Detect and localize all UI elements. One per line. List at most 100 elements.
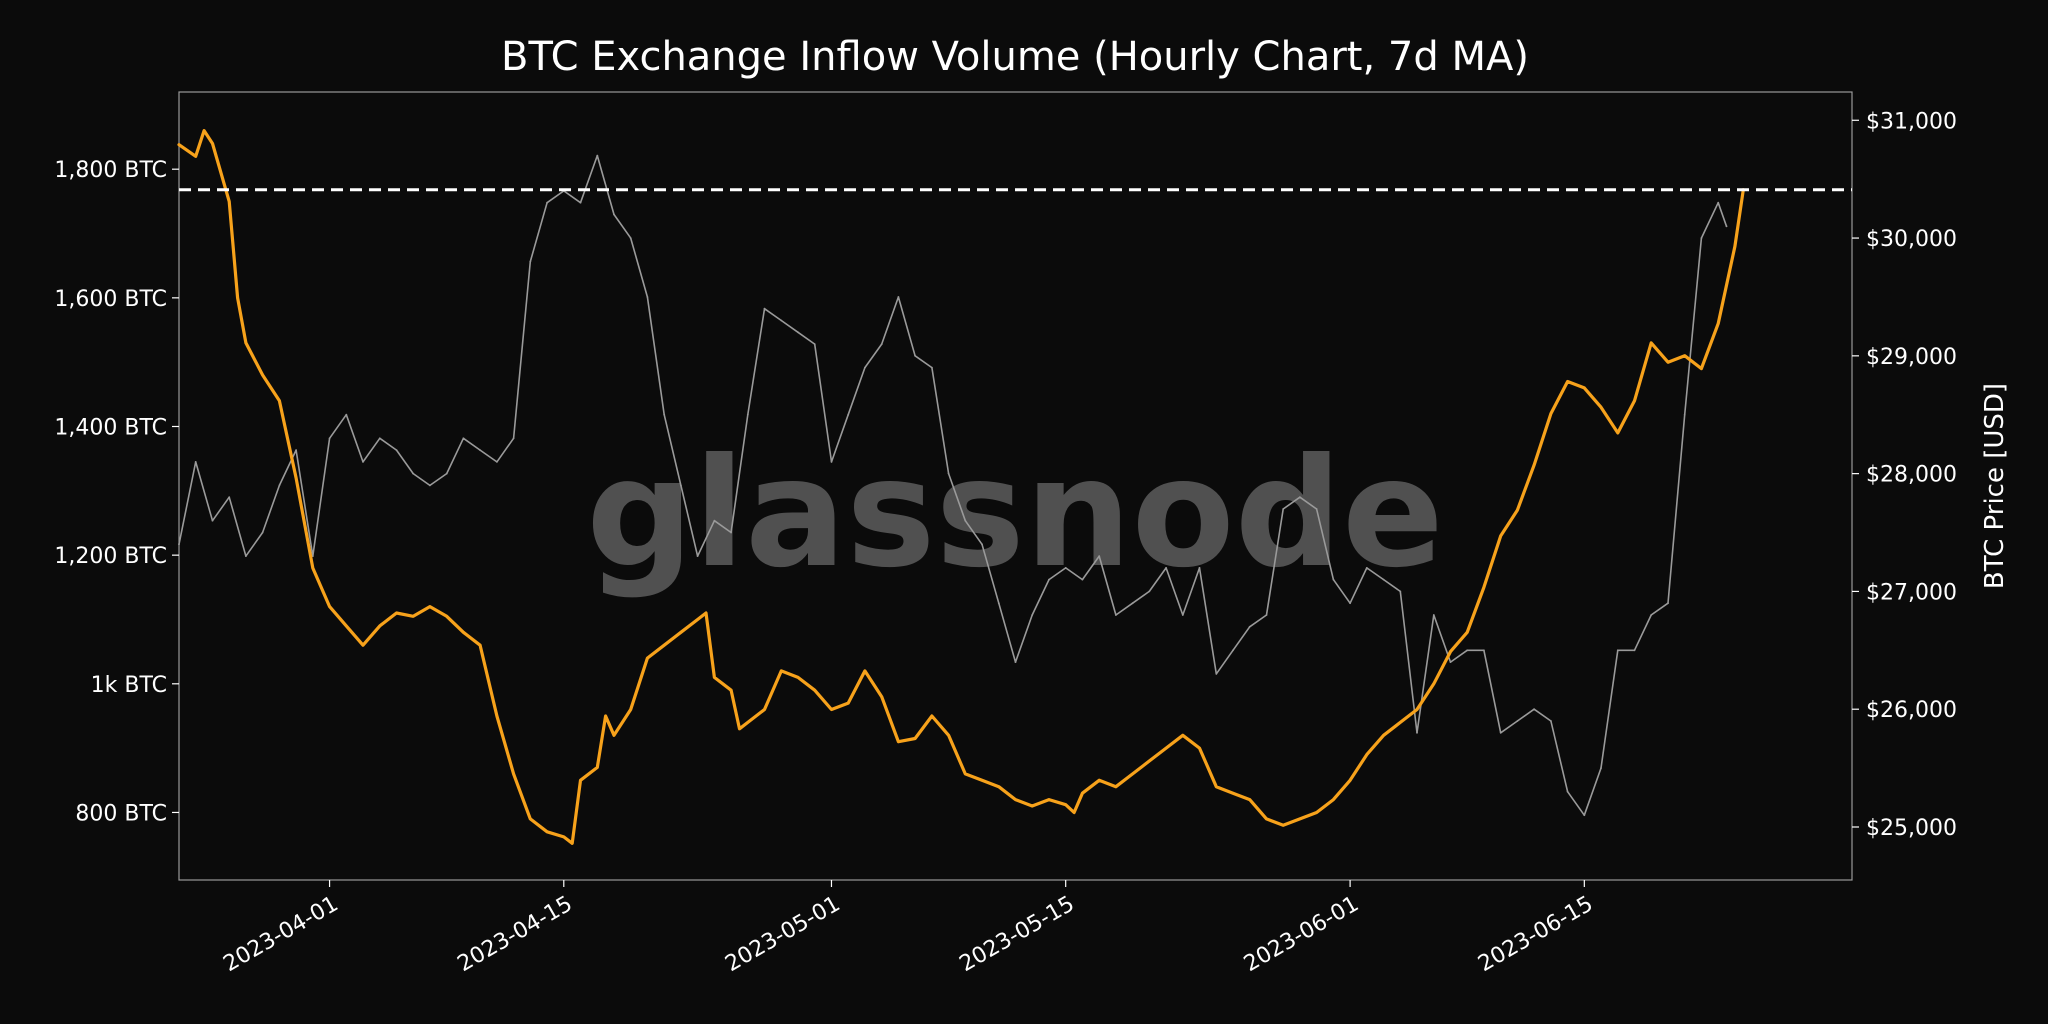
inflow_7d_ma-point-27 <box>579 779 582 782</box>
inflow_7d_ma-point-0 <box>178 143 180 146</box>
inflow_7d_ma-point-38 <box>730 689 732 692</box>
left-y-axis: 800 BTC 1k BTC 1,200 BTC 1,400 BTC 1,600 BTC… <box>54 158 179 826</box>
btc_price-point-14 <box>412 472 415 475</box>
btc_price-point-31 <box>696 555 699 557</box>
right-tick-label-0: $25,000 <box>1866 816 1957 841</box>
inflow_7d_ma-point-95 <box>1650 342 1653 344</box>
btc_price-point-54 <box>1081 578 1084 581</box>
btc_price-point-90 <box>1683 413 1686 416</box>
inflow_7d_ma-point-75 <box>1315 811 1318 814</box>
btc_price-point-83 <box>1566 790 1569 793</box>
inflow_7d_ma-point-46 <box>847 702 850 704</box>
inflow_7d_ma-point-94 <box>1633 399 1636 402</box>
btc_price-point-6 <box>278 484 281 487</box>
btc_price-point-4 <box>245 555 247 557</box>
inflow_7d_ma-point-6 <box>245 342 247 344</box>
inflow_7d_ma-point-37 <box>713 676 716 679</box>
inflow_7d_ma-point-21 <box>496 715 498 717</box>
btc_price-point-9 <box>328 437 331 440</box>
inflow_7d_ma-point-48 <box>880 695 883 698</box>
inflow_7d_ma-point-32 <box>646 657 649 659</box>
btc_price-point-53 <box>1064 567 1067 569</box>
right-y-axis: $25,000 $26,000 $27,000 $28,000 $29,000 $30,0… <box>1852 109 1957 841</box>
inflow_7d_ma-point-3 <box>211 142 214 145</box>
btc_price-point-91 <box>1700 237 1703 240</box>
inflow_7d_ma-point-23 <box>529 818 532 820</box>
inflow_7d_ma-point-60 <box>1073 811 1075 814</box>
btc_price-point-24 <box>579 201 582 204</box>
inflow_7d_ma-point-88 <box>1533 464 1535 466</box>
inflow_7d_ma-point-5 <box>236 296 239 299</box>
inflow_7d_ma-point-24 <box>546 830 548 833</box>
btc_price-point-55 <box>1098 555 1101 557</box>
inflow_7d_ma-point-96 <box>1667 361 1669 364</box>
btc_price-point-84 <box>1583 814 1586 817</box>
btc_price-point-27 <box>629 237 632 240</box>
btc_price-point-73 <box>1399 590 1402 593</box>
inflow_7d_ma-point-12 <box>345 625 348 627</box>
btc_price-point-15 <box>429 484 431 487</box>
inflow_7d_ma-point-36 <box>705 612 707 614</box>
left-tick-label-0: 800 BTC <box>75 801 167 826</box>
btc_price-point-13 <box>395 449 398 451</box>
btc_price-point-5 <box>261 531 264 534</box>
inflow_7d_ma-point-18 <box>445 615 448 618</box>
inflow_7d_ma-point-40 <box>746 721 749 724</box>
btc_price-point-47 <box>964 519 967 522</box>
inflow_7d_ma-point-45 <box>830 708 833 711</box>
inflow_7d_ma-point-42 <box>780 670 783 672</box>
inflow_7d_ma-point-28 <box>596 766 599 769</box>
inflow_7d_ma-point-17 <box>429 605 431 608</box>
btc_price-point-49 <box>997 602 1000 605</box>
inflow_7d_ma-point-99 <box>1717 322 1720 325</box>
inflow_7d_ma-point-63 <box>1115 785 1117 788</box>
inflow_7d_ma-point-47 <box>864 670 866 672</box>
btc_price-point-75 <box>1432 614 1435 616</box>
inflow_7d_ma-point-55 <box>997 785 1000 788</box>
left-tick-label-3: 1,400 BTC <box>54 415 167 440</box>
btc_price-point-25 <box>596 154 599 157</box>
btc_price-point-1 <box>194 461 197 463</box>
inflow_7d_ma-point-2 <box>203 129 206 132</box>
inflow_7d_ma-point-15 <box>395 612 398 614</box>
btc_price-point-67 <box>1299 496 1301 499</box>
btc_price-point-20 <box>512 437 515 440</box>
inflow_7d_ma-point-98 <box>1700 367 1703 370</box>
btc_price-point-45 <box>931 366 933 369</box>
inflow_7d_ma-point-51 <box>931 715 933 717</box>
inflow_7d_ma-point-81 <box>1416 708 1418 711</box>
inflow_7d_ma-point-39 <box>738 727 741 730</box>
btc_price-point-86 <box>1616 649 1619 652</box>
inflow_7d_ma-point-79 <box>1382 734 1385 737</box>
inflow_7d_ma-point-53 <box>964 773 967 775</box>
btc_price-point-80 <box>1516 720 1519 722</box>
btc_price-point-35 <box>763 307 766 310</box>
btc_price-point-93 <box>1725 225 1728 228</box>
btc_price-point-2 <box>211 519 214 522</box>
btc_price-point-34 <box>746 413 749 416</box>
btc_price-point-44 <box>914 354 916 357</box>
right-tick-label-1: $26,000 <box>1866 698 1957 723</box>
btc_price-point-72 <box>1382 578 1385 581</box>
btc_price-point-0 <box>178 543 180 546</box>
inflow_7d_ma-point-13 <box>362 644 364 647</box>
inflow_7d_ma-point-78 <box>1365 753 1368 756</box>
inflow_7d_ma-point-68 <box>1198 747 1201 749</box>
inflow_7d_ma-point-70 <box>1232 792 1234 795</box>
left-tick-label-4: 1,600 BTC <box>54 287 167 312</box>
inflow_7d_ma-point-100 <box>1734 245 1736 248</box>
btc_price-point-78 <box>1483 649 1485 652</box>
watermark: glassnode <box>586 427 1444 601</box>
btc_price-point-17 <box>462 437 465 440</box>
inflow_7d_ma-point-93 <box>1616 432 1619 434</box>
inflow_7d_ma-point-89 <box>1550 412 1552 415</box>
inflow_7d_ma-point-22 <box>512 773 515 775</box>
inflow_7d_ma-point-43 <box>797 676 799 679</box>
inflow_7d_ma-point-25 <box>562 836 565 838</box>
inflow_7d_ma-point-54 <box>981 779 983 782</box>
btc_price-point-77 <box>1466 649 1469 652</box>
btc_price-point-76 <box>1449 661 1452 663</box>
inflow_7d_ma-point-4 <box>228 200 231 203</box>
btc_price-point-60 <box>1181 614 1184 616</box>
